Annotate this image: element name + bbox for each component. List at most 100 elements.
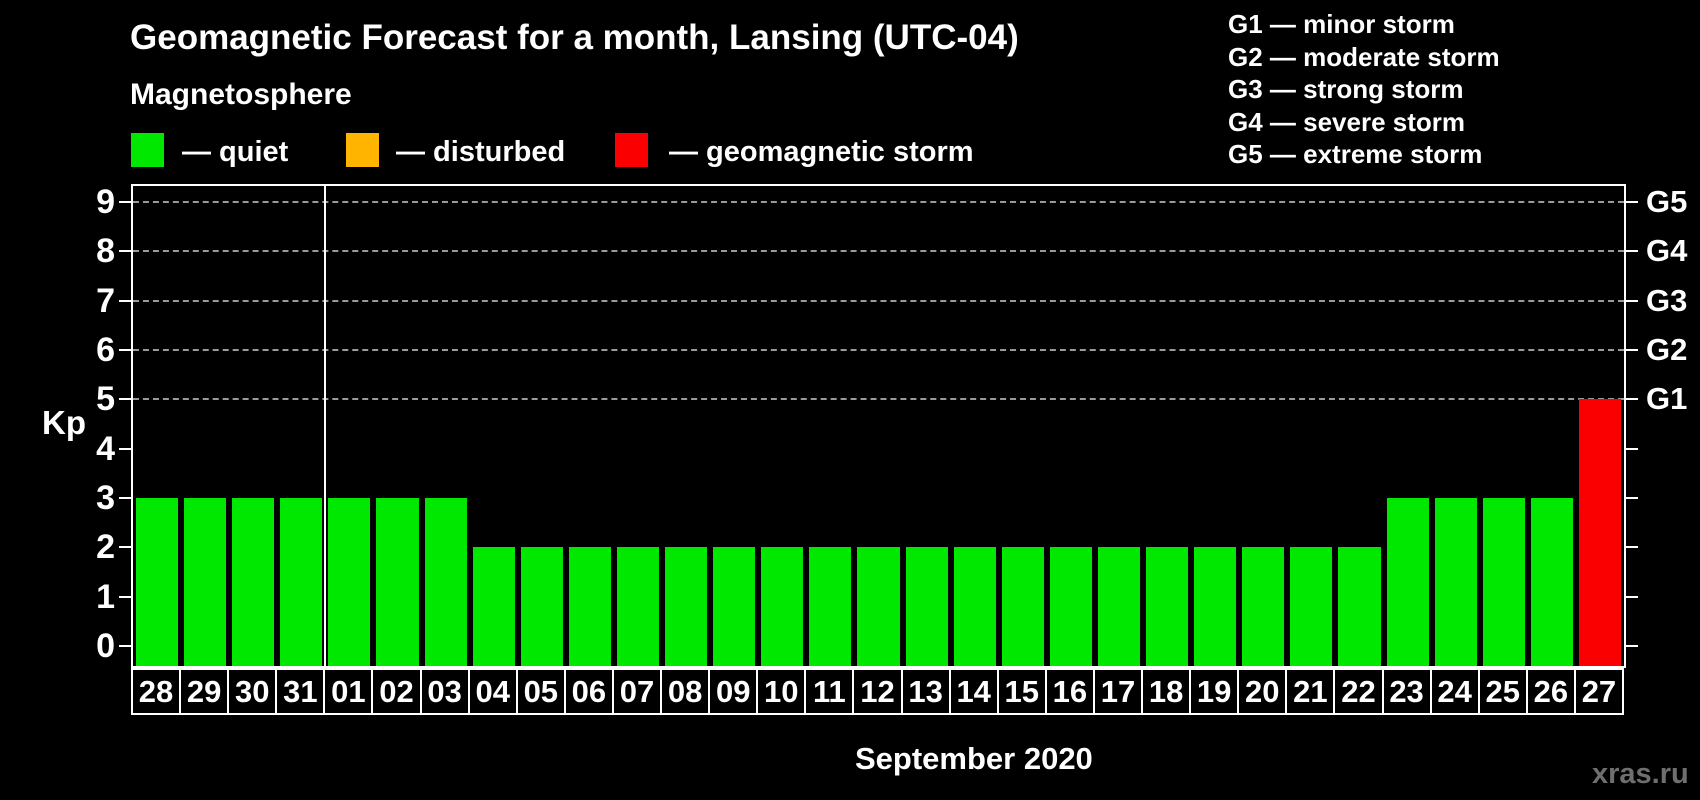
- x-tick-label-day-20: 20: [1237, 668, 1288, 715]
- x-tick-label-day-28: 28: [131, 668, 182, 715]
- bar-day-28: [136, 497, 179, 666]
- x-tick-label-day-16: 16: [1044, 668, 1095, 715]
- plot-area: [131, 184, 1626, 668]
- gridline-kp-8: [133, 250, 1624, 253]
- x-tick-label-day-31: 31: [275, 668, 326, 715]
- y-tick-right-2: [1626, 546, 1638, 549]
- g-axis-label-G5: G5: [1646, 184, 1688, 219]
- y-tick-right-6: [1626, 348, 1638, 351]
- x-tick-label-day-23: 23: [1381, 668, 1432, 715]
- x-tick-label-day-18: 18: [1141, 668, 1192, 715]
- x-axis-title: September 2020: [855, 741, 1093, 776]
- bar-day-24: [1434, 497, 1477, 666]
- chart-subtitle: Magnetosphere: [130, 78, 352, 111]
- bar-day-08: [665, 547, 708, 666]
- g-axis-label-G2: G2: [1646, 331, 1688, 367]
- y-tick-label-3: 3: [96, 478, 115, 517]
- y-tick-left-4: [119, 447, 131, 450]
- g-axis-label-G4: G4: [1646, 233, 1688, 269]
- g-legend-item: G1 — minor storm: [1228, 9, 1455, 39]
- g-legend-item: G3 — strong storm: [1228, 74, 1464, 105]
- x-tick-label-day-14: 14: [948, 668, 999, 715]
- y-tick-right-0: [1626, 644, 1638, 647]
- g-axis-label-G3: G3: [1646, 282, 1688, 318]
- gridline-kp-5: [133, 398, 1624, 401]
- y-tick-right-3: [1626, 496, 1638, 499]
- y-tick-left-7: [119, 299, 131, 302]
- y-tick-right-1: [1626, 595, 1638, 598]
- bar-day-21: [1290, 547, 1333, 666]
- y-tick-label-8: 8: [96, 232, 115, 271]
- y-tick-left-1: [119, 595, 131, 598]
- bar-day-15: [1001, 547, 1044, 666]
- bar-day-01: [328, 497, 371, 666]
- y-tick-label-2: 2: [96, 528, 115, 567]
- bar-day-26: [1530, 497, 1573, 666]
- x-tick-label-day-26: 26: [1525, 668, 1576, 715]
- chart-title: Geomagnetic Forecast for a month, Lansin…: [130, 18, 1019, 57]
- y-tick-right-5: [1626, 398, 1638, 401]
- quiet-legend-label: — quiet: [182, 136, 289, 168]
- bar-day-27: [1578, 399, 1621, 666]
- y-tick-left-2: [119, 546, 131, 549]
- bar-day-11: [809, 547, 852, 666]
- x-tick-label-day-03: 03: [419, 668, 470, 715]
- x-tick-label-day-29: 29: [179, 668, 230, 715]
- x-tick-label-day-22: 22: [1333, 668, 1384, 715]
- x-tick-label-day-02: 02: [371, 668, 422, 715]
- gridline-kp-6: [133, 348, 1624, 351]
- x-tick-label-day-01: 01: [323, 668, 374, 715]
- y-tick-left-3: [119, 496, 131, 499]
- y-axis-title: Kp: [42, 404, 86, 441]
- g-legend-item: G5 — extreme storm: [1228, 139, 1483, 170]
- bar-day-05: [520, 547, 563, 666]
- bar-day-07: [616, 547, 660, 666]
- bar-day-16: [1049, 547, 1092, 666]
- gridline-kp-9: [133, 201, 1624, 203]
- g-legend-item: G4 — severe storm: [1228, 106, 1466, 137]
- watermark: xras.ru: [1592, 758, 1689, 790]
- x-tick-label-day-30: 30: [227, 668, 278, 715]
- storm-legend-label: — geomagnetic storm: [669, 136, 974, 168]
- x-tick-label-day-25: 25: [1477, 668, 1528, 715]
- g-scale-legend: G1 — minor storm G2 — moderate storm G3 — …: [1228, 8, 1500, 171]
- y-tick-label-0: 0: [96, 626, 115, 665]
- x-tick-label-day-07: 07: [611, 668, 663, 715]
- disturbed-legend-label: — disturbed: [396, 136, 566, 168]
- y-tick-right-8: [1626, 250, 1638, 253]
- x-tick-label-day-10: 10: [756, 668, 807, 715]
- gridline-kp-7: [133, 299, 1624, 302]
- storm-color-swatch: [615, 133, 648, 167]
- x-tick-label-day-21: 21: [1285, 668, 1336, 715]
- bar-day-10: [761, 547, 804, 666]
- x-tick-label-day-06: 06: [563, 668, 614, 715]
- bar-day-02: [376, 497, 419, 666]
- x-tick-label-day-08: 08: [660, 668, 711, 715]
- bar-day-19: [1194, 547, 1237, 666]
- bar-day-29: [184, 497, 227, 666]
- y-tick-right-9: [1626, 201, 1638, 203]
- month-separator: [323, 186, 326, 666]
- y-tick-label-5: 5: [96, 380, 115, 419]
- x-tick-label-day-04: 04: [467, 668, 518, 715]
- x-tick-label-day-19: 19: [1189, 668, 1240, 715]
- x-tick-label-day-17: 17: [1092, 668, 1144, 715]
- bar-day-09: [713, 547, 756, 666]
- g-legend-item: G2 — moderate storm: [1228, 41, 1500, 72]
- bar-day-20: [1242, 547, 1285, 666]
- y-tick-label-1: 1: [96, 577, 115, 616]
- bar-day-30: [232, 497, 275, 666]
- y-tick-label-7: 7: [96, 281, 115, 320]
- bar-day-31: [280, 497, 323, 666]
- y-tick-label-6: 6: [96, 330, 115, 369]
- y-tick-left-8: [119, 250, 131, 253]
- x-tick-label-day-24: 24: [1429, 668, 1480, 715]
- disturbed-color-swatch: [346, 133, 379, 167]
- y-tick-left-6: [119, 348, 131, 351]
- x-tick-label-day-12: 12: [852, 668, 903, 715]
- bar-day-18: [1146, 547, 1189, 666]
- x-tick-label-day-27: 27: [1573, 668, 1624, 715]
- quiet-color-swatch: [131, 133, 164, 167]
- x-tick-label-day-11: 11: [804, 668, 855, 715]
- bar-day-03: [424, 497, 467, 666]
